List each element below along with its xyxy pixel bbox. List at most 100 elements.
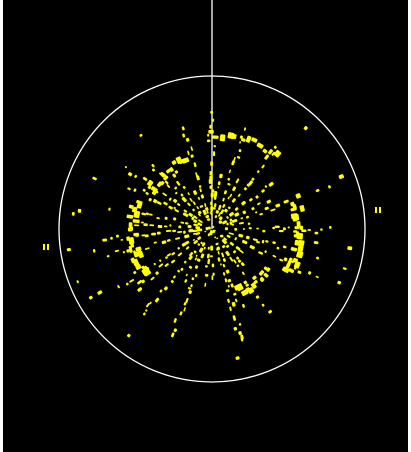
radar-echo-icon xyxy=(307,229,312,231)
radar-echo-icon xyxy=(137,287,143,292)
radar-echo-icon xyxy=(161,240,167,245)
radar-echo-icon xyxy=(222,245,226,249)
radar-echo-icon xyxy=(233,292,237,296)
radar-echo-icon xyxy=(241,289,249,297)
radar-echo-icon xyxy=(245,215,250,219)
radar-echo-icon xyxy=(296,251,304,259)
radar-echo-icon xyxy=(183,209,188,213)
radar-echo-icon xyxy=(129,237,135,245)
radar-echo-icon xyxy=(177,247,180,250)
radar-echo-icon xyxy=(213,191,218,197)
radar-echo-icon xyxy=(255,295,260,299)
radar-echo-icon xyxy=(185,246,190,250)
radar-echo-icon xyxy=(315,275,319,279)
radar-echo-icon xyxy=(238,233,244,238)
radar-echo-icon xyxy=(172,198,178,203)
radar-echo-icon xyxy=(197,222,201,226)
radar-echo-icon xyxy=(133,232,140,237)
radar-echo-icon xyxy=(183,260,187,264)
radar-echo-icon xyxy=(313,241,319,245)
radar-echo-icon xyxy=(128,204,134,209)
radar-echo-icon xyxy=(175,237,181,240)
radar-echo-icon xyxy=(151,232,157,236)
radar-echo-icon xyxy=(274,225,280,229)
radar-echo-icon xyxy=(281,266,290,274)
radar-echo-icon xyxy=(234,298,238,303)
radar-echo-icon xyxy=(225,244,230,248)
radar-echo-icon xyxy=(238,149,242,153)
radar-echo-icon xyxy=(237,259,242,263)
radar-echo-icon xyxy=(196,206,200,210)
radar-echo-icon xyxy=(198,213,201,217)
radar-echo-icon xyxy=(227,196,230,200)
radar-echo-icon xyxy=(199,205,204,208)
radar-echo-icon xyxy=(168,197,172,201)
radar-echo-icon xyxy=(230,283,234,288)
radar-echo-icon xyxy=(293,234,301,238)
radar-echo-icon xyxy=(224,278,228,283)
radar-echo-icon xyxy=(217,186,220,189)
radar-echo-icon xyxy=(181,126,185,131)
radar-echo-icon xyxy=(218,204,222,211)
radar-echo-icon xyxy=(272,241,276,245)
radar-echo-icon xyxy=(258,251,264,255)
radar-echo-icon xyxy=(196,228,203,232)
radar-echo-icon xyxy=(236,156,241,159)
radar-echo-icon xyxy=(192,229,198,233)
radar-echo-icon xyxy=(184,279,188,283)
radar-echo-icon xyxy=(237,193,241,197)
radar-echo-icon xyxy=(243,280,248,285)
radar-echo-icon xyxy=(97,290,103,295)
radar-echo-icon xyxy=(88,295,93,300)
radar-echo-icon xyxy=(106,255,110,258)
radar-echo-icon xyxy=(264,185,268,188)
radar-echo-icon xyxy=(236,264,240,268)
radar-echo-icon xyxy=(256,227,259,230)
radar-echo-icon xyxy=(315,188,320,193)
radar-echo-icon xyxy=(130,257,136,264)
radar-echo-icon xyxy=(184,240,190,245)
radar-echo-icon xyxy=(210,201,213,206)
radar-echo-icon xyxy=(185,137,190,142)
radar-echo-icon xyxy=(210,210,213,215)
radar-echo-icon xyxy=(198,185,202,188)
radar-echo-icon xyxy=(140,221,144,224)
radar-echo-icon xyxy=(239,141,241,144)
radar-echo-icon xyxy=(314,231,319,235)
radar-echo-icon xyxy=(142,176,148,181)
radar-echo-icon xyxy=(251,177,255,181)
radar-echo-icon xyxy=(129,226,134,231)
radar-echo-icon xyxy=(142,188,146,192)
radar-echo-icon xyxy=(214,236,216,239)
radar-echo-icon xyxy=(293,261,301,269)
radar-echo-icon xyxy=(229,241,235,246)
radar-echo-icon xyxy=(195,254,198,257)
radar-echo-icon xyxy=(190,284,193,288)
radar-echo-icon xyxy=(204,273,209,277)
radar-echo-icon xyxy=(199,223,203,226)
radar-echo-icon xyxy=(231,218,238,223)
radar-echo-icon xyxy=(278,229,284,233)
radar-echo-icon xyxy=(170,332,175,338)
radar-echo-icon xyxy=(255,195,259,199)
radar-echo-icon xyxy=(206,253,210,259)
radar-echo-icon xyxy=(108,207,111,211)
radar-echo-icon xyxy=(171,160,177,165)
radar-echo-icon xyxy=(261,239,265,244)
radar-echo-icon xyxy=(125,282,129,286)
radar-echo-icon xyxy=(272,254,277,258)
radar-echo-icon xyxy=(262,148,268,154)
radar-echo-icon xyxy=(181,157,190,164)
radar-echo-icon xyxy=(188,290,192,295)
radar-echo-icon xyxy=(328,185,331,189)
radar-echo-icon xyxy=(219,134,226,142)
radar-echo-icon xyxy=(229,221,233,225)
radar-echo-icon xyxy=(342,267,347,270)
radar-echo-icon xyxy=(133,224,140,227)
radar-echo-icon xyxy=(134,174,138,178)
radar-echo-icon xyxy=(206,215,209,218)
radar-echo-icon xyxy=(166,184,171,188)
radar-echo-icon xyxy=(122,250,126,254)
radar-echo-icon xyxy=(211,263,215,268)
